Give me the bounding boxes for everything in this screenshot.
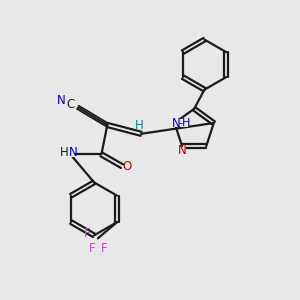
Text: F: F [84, 227, 91, 240]
Text: N: N [69, 146, 78, 159]
Text: N: N [57, 94, 66, 107]
Text: H: H [135, 119, 144, 132]
Bar [124, 162, 131, 170]
Text: N: N [172, 116, 180, 130]
Text: O: O [123, 160, 132, 173]
Text: H: H [60, 146, 68, 159]
Bar [172, 119, 188, 127]
Bar [60, 149, 75, 157]
Bar [137, 122, 142, 129]
Text: F: F [89, 242, 95, 255]
Text: C: C [66, 98, 75, 111]
Bar [178, 147, 186, 154]
Bar [67, 102, 74, 108]
Bar [58, 98, 65, 104]
Text: N: N [178, 144, 186, 157]
Text: F: F [100, 242, 107, 255]
Text: -H: -H [179, 118, 191, 128]
